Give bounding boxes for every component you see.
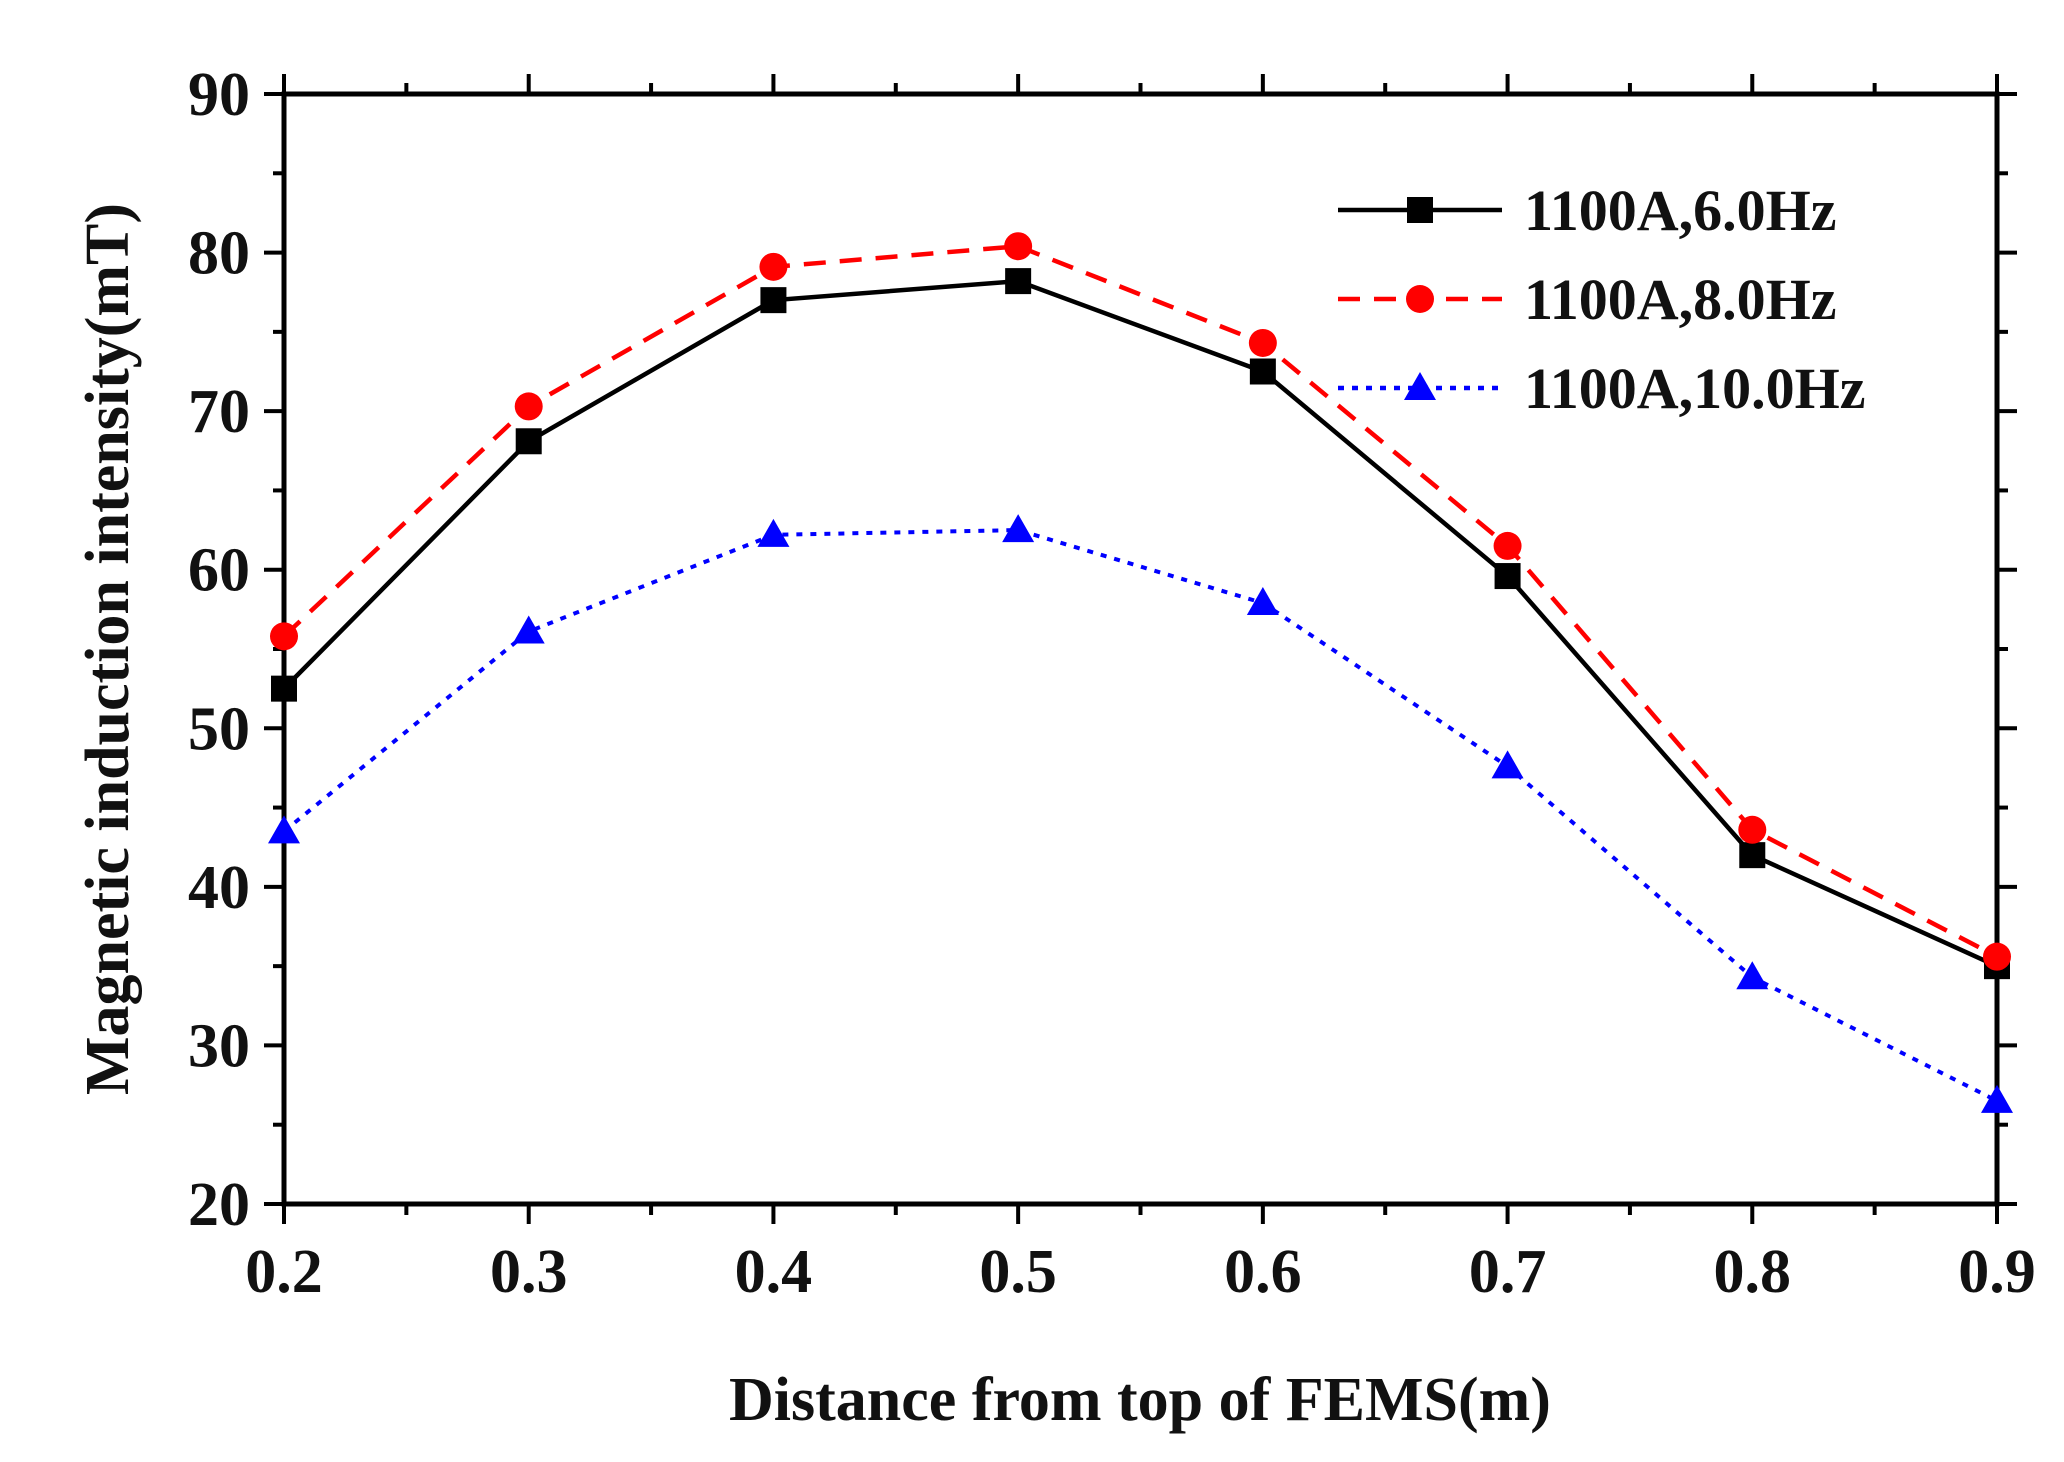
data-point bbox=[1002, 514, 1035, 543]
data-point bbox=[759, 252, 788, 281]
data-point bbox=[1739, 842, 1766, 869]
legend-entry: 1100A,10.0Hz bbox=[1338, 356, 1866, 421]
x-tick-labels: 0.2 0.3 0.4 0.5 0.6 0.7 0.8 0.9 bbox=[245, 1238, 2036, 1306]
x-tick-label: 0.3 bbox=[490, 1238, 568, 1306]
y-tick-labels: 20 30 40 50 60 70 80 90 bbox=[188, 61, 250, 1239]
data-point bbox=[1491, 750, 1524, 779]
legend-entry: 1100A,6.0Hz bbox=[1338, 178, 1837, 243]
legend-marker bbox=[1404, 372, 1436, 400]
legend-label: 1100A,6.0Hz bbox=[1524, 178, 1837, 243]
x-tick-label: 0.6 bbox=[1224, 1238, 1302, 1306]
x-tick-label: 0.2 bbox=[245, 1238, 323, 1306]
data-point bbox=[1981, 1084, 2013, 1113]
x-tick-label: 0.9 bbox=[1958, 1238, 2036, 1306]
data-point bbox=[1246, 587, 1279, 616]
data-point bbox=[1494, 563, 1521, 590]
y-tick-label: 80 bbox=[188, 220, 250, 288]
data-point bbox=[1738, 815, 1767, 844]
y-tick-label: 30 bbox=[188, 1012, 250, 1080]
data-point bbox=[514, 392, 543, 421]
legend-label: 1100A,10.0Hz bbox=[1524, 356, 1866, 421]
data-point bbox=[1983, 942, 2011, 971]
y-tick-label: 20 bbox=[188, 1171, 250, 1239]
data-point bbox=[1249, 358, 1276, 385]
data-point bbox=[270, 622, 298, 651]
y-tick-label: 50 bbox=[188, 695, 250, 763]
x-tick-label: 0.4 bbox=[735, 1238, 813, 1306]
legend-marker bbox=[1406, 285, 1434, 313]
data-point bbox=[1736, 961, 1769, 990]
y-tick-label: 60 bbox=[188, 537, 250, 605]
series-3 bbox=[268, 514, 2013, 1113]
data-point bbox=[268, 815, 300, 844]
plot-frame bbox=[281, 91, 2000, 1207]
legend: 1100A,6.0Hz 1100A,8.0Hz 1100A,10.0Hz bbox=[1338, 178, 1866, 421]
data-point bbox=[1004, 232, 1033, 261]
series-line bbox=[282, 278, 1998, 969]
data-point bbox=[757, 518, 790, 547]
data-point bbox=[1005, 268, 1032, 295]
data-point bbox=[1248, 328, 1277, 357]
legend-label: 1100A,8.0Hz bbox=[1524, 267, 1837, 332]
y-tick-label: 40 bbox=[188, 854, 250, 922]
x-tick-label: 0.5 bbox=[979, 1238, 1057, 1306]
series-2 bbox=[270, 232, 2011, 971]
x-tick-label: 0.8 bbox=[1714, 1238, 1792, 1306]
y-tick-label: 90 bbox=[188, 61, 250, 129]
legend-entry: 1100A,8.0Hz bbox=[1338, 267, 1837, 332]
series-line bbox=[282, 528, 1998, 1103]
data-point bbox=[271, 675, 297, 702]
data-point bbox=[760, 287, 787, 314]
data-point bbox=[1493, 531, 1522, 560]
y-axis-title: Magnetic induction intensity(mT) bbox=[74, 203, 142, 1095]
x-axis-title: Distance from top of FEMS(m) bbox=[729, 1366, 1551, 1434]
series-layer bbox=[268, 232, 2013, 1113]
y-tick-label: 70 bbox=[188, 378, 250, 446]
x-tick-label: 0.7 bbox=[1469, 1238, 1547, 1306]
data-point bbox=[512, 615, 545, 644]
axis-ticks bbox=[264, 74, 2017, 1224]
legend-marker bbox=[1407, 197, 1433, 223]
data-point bbox=[515, 428, 542, 455]
